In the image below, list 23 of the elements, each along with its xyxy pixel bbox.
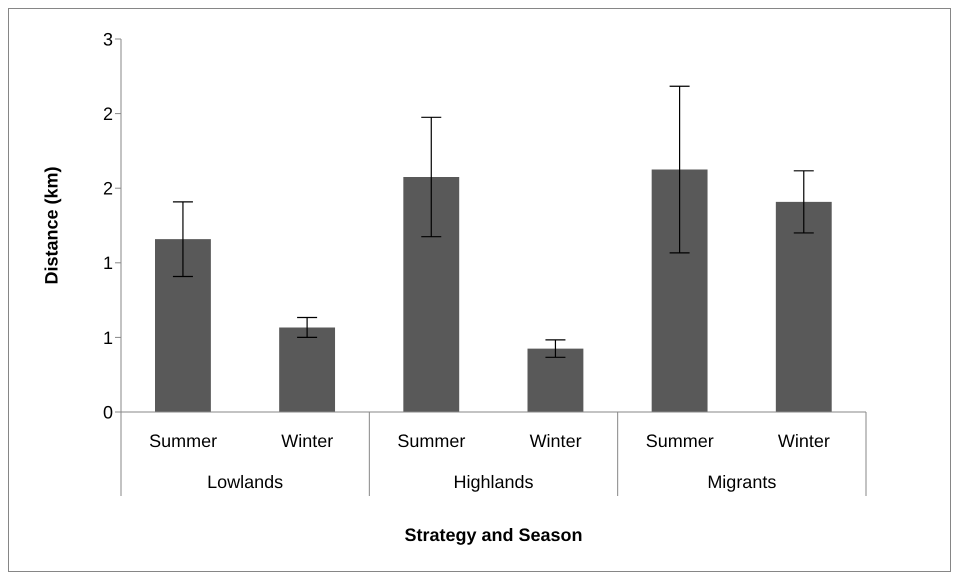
y-axis-title: Distance (km) [41,166,62,285]
x-tick-label: Summer [397,431,466,451]
x-tick-label: Winter [778,431,830,451]
y-tick-label: 3 [102,29,113,50]
bar [155,239,211,412]
bar [403,177,460,412]
y-tick-label: 1 [102,328,113,348]
bar [776,202,832,412]
bar [528,348,584,412]
y-tick-label: 0 [102,402,113,422]
y-tick-label: 2 [102,104,113,124]
text: Highlands [453,472,534,492]
x-tick-label: Winter [530,431,582,451]
y-tick-label: 1 [102,253,113,274]
text: Lowlands [207,472,284,492]
x-tick-label: Summer [149,431,218,451]
x-tick-label: Summer [646,431,714,451]
x-axis-title: Strategy and Season [404,525,583,545]
y-tick-label: 2 [102,178,113,199]
x-tick-label: Winter [281,431,334,451]
text: Migrants [707,472,776,492]
bar [279,327,336,412]
bar [652,170,708,412]
